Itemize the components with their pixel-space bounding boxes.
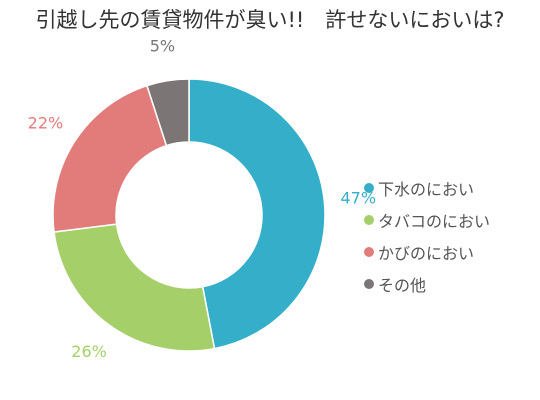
legend-dot-icon bbox=[364, 183, 374, 193]
legend-item-2: タバコのにおい bbox=[364, 204, 490, 236]
slice-3 bbox=[52, 84, 168, 233]
chart-title: 引越し先の賃貸物件が臭い!! 許せないにおいは? bbox=[35, 8, 505, 32]
legend-label: タバコのにおい bbox=[378, 212, 491, 231]
slice-2 bbox=[53, 223, 216, 352]
legend-dot-icon bbox=[364, 247, 374, 257]
legend-dot-icon bbox=[364, 215, 374, 225]
legend-label: 下水のにおい bbox=[378, 180, 475, 199]
value-label-4: 5% bbox=[150, 37, 175, 56]
slice-1 bbox=[188, 78, 326, 350]
legend-item-1: 下水のにおい bbox=[364, 172, 490, 204]
value-label-3: 22% bbox=[28, 113, 64, 132]
legend-label: その他 bbox=[378, 276, 427, 295]
legend-label: かびのにおい bbox=[378, 244, 475, 263]
legend: 下水のにおい タバコのにおい かびのにおい その他 bbox=[364, 172, 490, 300]
value-label-2: 26% bbox=[71, 342, 107, 361]
slice-4 bbox=[146, 78, 190, 147]
legend-item-4: その他 bbox=[364, 268, 490, 300]
legend-dot-icon bbox=[364, 279, 374, 289]
legend-item-3: かびのにおい bbox=[364, 236, 490, 268]
value-label-1: 47% bbox=[340, 189, 376, 208]
